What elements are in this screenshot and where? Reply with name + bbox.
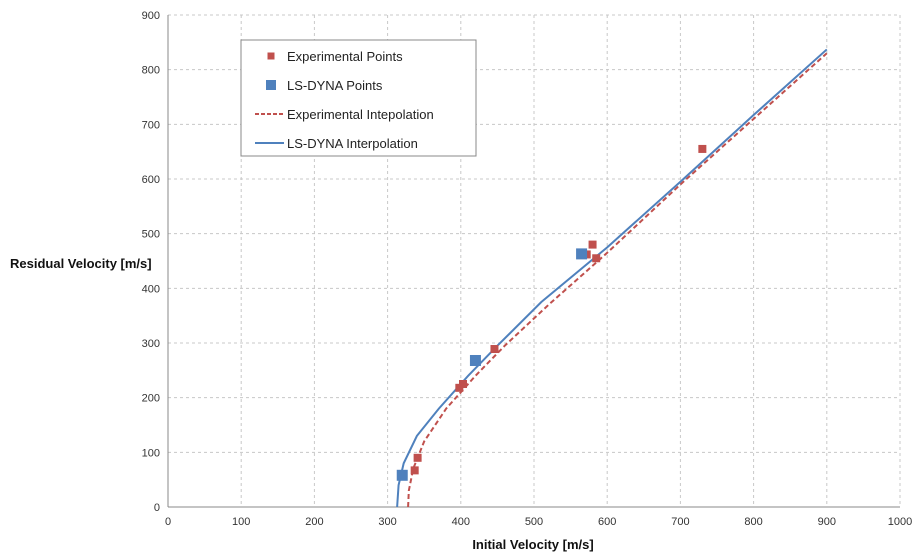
y-axis-title: Residual Velocity [m/s] xyxy=(10,256,152,271)
x-tick-label: 800 xyxy=(744,516,762,528)
legend-label: Experimental Intepolation xyxy=(287,107,434,122)
y-tick-label: 400 xyxy=(142,283,160,295)
x-tick-label: 500 xyxy=(525,516,543,528)
x-tick-label: 0 xyxy=(165,516,171,528)
tick-labels: 0 100 200 300 400 500 600 700 800 900 1000 0 100 200 3… xyxy=(142,10,913,528)
x-tick-label: 900 xyxy=(818,516,836,528)
data-point xyxy=(469,354,481,366)
grid xyxy=(167,14,901,508)
legend-marker xyxy=(267,52,275,60)
x-tick-label: 1000 xyxy=(888,516,912,528)
series-markers xyxy=(396,144,707,481)
data-point xyxy=(592,254,601,263)
y-tick-label: 100 xyxy=(142,447,160,459)
legend-marker xyxy=(266,80,276,90)
series-line xyxy=(396,48,828,508)
data-point xyxy=(698,144,707,153)
x-tick-label: 400 xyxy=(452,516,470,528)
x-tick-label: 300 xyxy=(378,516,396,528)
x-tick-label: 600 xyxy=(598,516,616,528)
data-point xyxy=(490,345,499,354)
x-tick-label: 100 xyxy=(232,516,250,528)
data-point xyxy=(410,466,419,475)
legend-label: LS-DYNA Interpolation xyxy=(287,136,418,151)
y-tick-label: 600 xyxy=(142,174,160,186)
x-tick-label: 700 xyxy=(671,516,689,528)
y-tick-label: 500 xyxy=(142,229,160,241)
data-point xyxy=(458,380,467,388)
x-tick-label: 200 xyxy=(305,516,323,528)
legend-label: LS-DYNA Points xyxy=(287,78,383,93)
data-point xyxy=(576,248,588,260)
y-tick-label: 0 xyxy=(154,502,160,514)
x-axis-title: Initial Velocity [m/s] xyxy=(472,537,593,552)
y-tick-label: 300 xyxy=(142,338,160,350)
legend-label: Experimental Points xyxy=(287,49,403,64)
y-tick-label: 200 xyxy=(142,393,160,405)
y-tick-label: 900 xyxy=(142,10,160,22)
y-tick-label: 700 xyxy=(142,119,160,131)
legend-box xyxy=(240,39,477,157)
data-point xyxy=(588,240,597,249)
y-tick-label: 800 xyxy=(142,65,160,77)
data-point xyxy=(413,453,422,462)
data-point xyxy=(396,469,408,481)
legend: Experimental Points LS-DYNA Points Experim… xyxy=(240,39,477,157)
axes xyxy=(167,15,900,508)
